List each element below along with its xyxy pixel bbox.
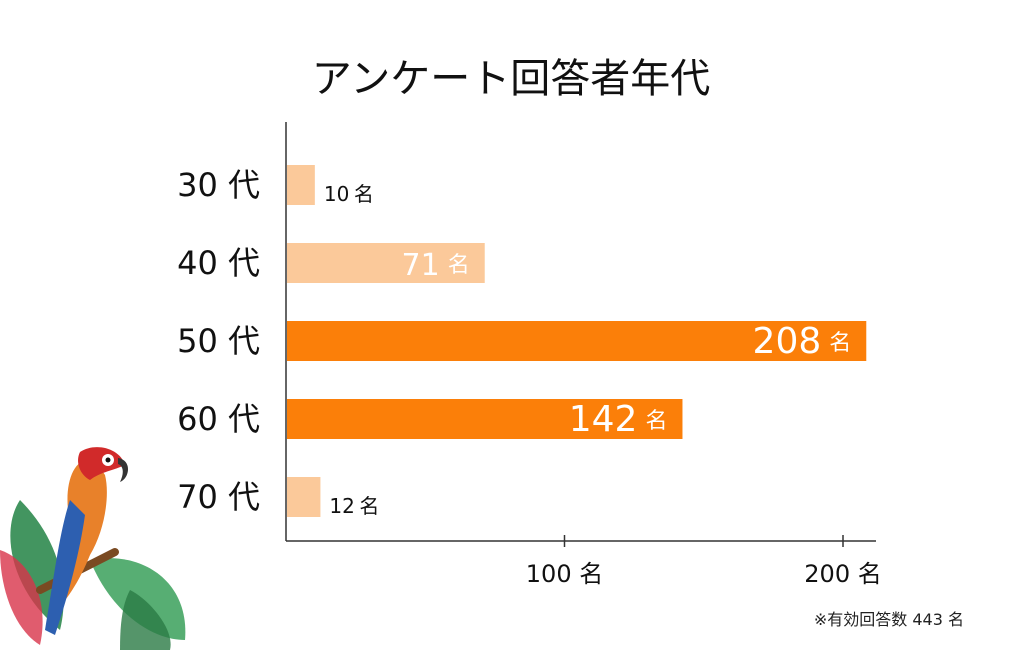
chart-title: アンケート回答者年代 — [311, 56, 711, 102]
parrot-beak — [118, 458, 128, 482]
value-unit-label: 名 — [354, 182, 374, 206]
category-label: 60 代 — [177, 400, 260, 438]
parrot-wing — [45, 500, 85, 635]
bar — [287, 243, 485, 283]
parrot-eye — [105, 457, 111, 463]
bar — [287, 165, 315, 205]
value-label: 10 — [324, 182, 349, 206]
x-tick-label: 200 名 — [804, 560, 881, 588]
value-label: 71 — [402, 248, 440, 283]
x-tick-label: 100 名 — [526, 560, 603, 588]
value-unit-label: 名 — [645, 409, 667, 434]
parrot-illustration — [0, 447, 186, 650]
footnote: ※有効回答数 443 名 — [813, 610, 964, 629]
leaf-shape — [120, 590, 171, 650]
value-label: 208 — [753, 321, 822, 362]
bar — [287, 477, 321, 517]
category-label: 50 代 — [177, 322, 260, 360]
bar — [287, 399, 683, 439]
flower-shape — [0, 550, 43, 645]
value-unit-label: 名 — [448, 253, 470, 278]
category-label: 40 代 — [177, 244, 260, 282]
value-label: 12 — [329, 494, 354, 518]
value-unit-label: 名 — [359, 494, 379, 518]
value-unit-label: 名 — [829, 331, 851, 356]
category-label: 70 代 — [177, 478, 260, 516]
parrot-head — [78, 447, 125, 480]
value-label: 142 — [569, 399, 638, 440]
category-label: 30 代 — [177, 166, 260, 204]
bar — [287, 321, 867, 361]
